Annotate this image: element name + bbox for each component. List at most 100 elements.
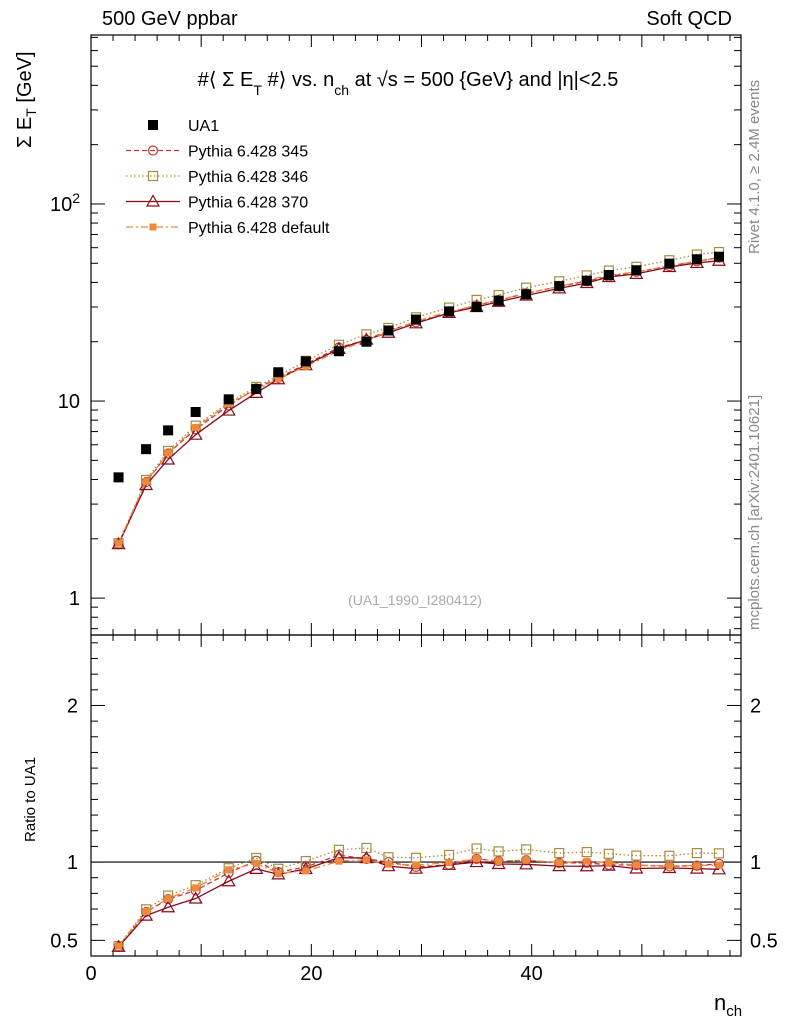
- data-point-data: [300, 356, 311, 367]
- title-sub-1: T: [253, 82, 262, 98]
- data-point-data: [223, 394, 234, 405]
- ratio-point-pythia370: [188, 891, 203, 904]
- data-point-data: [521, 289, 532, 300]
- data-point-data: [361, 336, 372, 347]
- ratio-point-pythia370: [221, 874, 236, 887]
- ratio-line-default: [118, 858, 719, 947]
- legend-label-pythia346: Pythia 6.428 346: [188, 169, 308, 186]
- y-tick-label: 1: [69, 588, 80, 610]
- legend-marker-pythia345: [147, 145, 159, 156]
- ratio-point-default: [192, 884, 200, 892]
- ratio-axis-label: Ratio to UA1: [22, 756, 39, 842]
- y-axis-label: Σ ET [GeV]: [14, 51, 39, 148]
- ratio-point-default: [225, 866, 233, 874]
- data-point-data: [251, 384, 262, 395]
- ratio-point-default: [274, 869, 282, 877]
- legend-label-data: UA1: [188, 118, 219, 135]
- x-axis-label: nch: [714, 990, 742, 1020]
- series-line-default: [117, 257, 720, 544]
- legend-marker-pythia346: [147, 170, 159, 182]
- ratio-point-pythia346: [581, 846, 592, 858]
- series-default: [115, 254, 723, 547]
- data-point-data: [163, 425, 174, 436]
- ratio-point-pythia346: [691, 847, 703, 859]
- ratio-point-default: [555, 858, 563, 866]
- data-point-default: [115, 539, 123, 547]
- data-point-data: [713, 251, 724, 262]
- legend-label-pythia370: Pythia 6.428 370: [188, 195, 308, 212]
- ratio-point-default: [142, 907, 150, 915]
- data-point-default: [274, 375, 282, 383]
- legend-label-default: Pythia 6.428 default: [188, 220, 330, 237]
- ratio-series-default: [115, 855, 723, 950]
- ratio-point-pythia346: [471, 843, 482, 854]
- data-point-default: [164, 449, 172, 457]
- legend-label-pythia345: Pythia 6.428 345: [188, 144, 308, 161]
- ratio-point-pythia346: [554, 847, 565, 859]
- data-point-data: [554, 281, 565, 292]
- x-tick-label: 0: [85, 963, 96, 985]
- ratio-point-default: [632, 861, 640, 869]
- ratio-frame: [90, 634, 742, 957]
- ratio-point-pythia346: [410, 852, 422, 863]
- ratio-point-default: [495, 857, 503, 865]
- ratio-line-pythia370: [118, 857, 719, 948]
- ratio-point-default: [412, 861, 420, 869]
- ratio-tick-label: 1: [67, 852, 78, 874]
- legend: UA1 Pythia 6.428 345 Pythia 6.428 346 Pythi…: [126, 118, 330, 237]
- ratio-point-pythia370: [579, 859, 594, 872]
- ratio-tick-label-right: 1: [750, 852, 761, 874]
- series-line-pythia370: [117, 260, 720, 545]
- data-point-data: [664, 258, 675, 269]
- series-pythia370: [111, 253, 727, 550]
- main-plot: 1 10 102: [50, 34, 742, 956]
- ratio-tick-label: 0.5: [50, 930, 78, 952]
- ratio-point-default: [384, 860, 392, 868]
- ratio-point-pythia370: [711, 862, 727, 875]
- data-point-data: [493, 295, 504, 306]
- data-point-data: [333, 346, 344, 357]
- ratio-point-pythia370: [161, 900, 176, 913]
- data-point-data: [581, 275, 592, 286]
- mcplots-label: mcplots.cern.ch [arXiv:2401.10621]: [746, 394, 763, 630]
- legend-marker-data: [148, 120, 158, 130]
- data-point-data: [141, 444, 152, 455]
- chart-title: #⟨ Σ ET #⟩ vs. nch at √s = 500 {GeV} and…: [198, 69, 619, 98]
- ratio-point-default: [115, 942, 123, 950]
- ratio-point-default: [693, 862, 701, 870]
- data-point-pythia370: [221, 403, 236, 416]
- ratio-point-default: [522, 856, 530, 864]
- ratio-point-pythia346: [521, 844, 532, 855]
- ratio-point-pythia370: [249, 861, 264, 874]
- ratio-point-pythia346: [664, 850, 675, 861]
- data-point-data: [631, 265, 642, 276]
- data-point-data: [190, 406, 201, 417]
- ratio-tick-label-right: 0.5: [750, 930, 778, 952]
- ratio-point-default: [583, 857, 591, 865]
- series-data: [113, 251, 724, 483]
- data-point-data: [444, 306, 455, 317]
- ratio-point-default: [164, 894, 172, 902]
- data-point-data: [471, 302, 482, 313]
- data-point-data: [603, 270, 614, 281]
- data-point-data: [411, 314, 421, 325]
- title-sub-2: ch: [334, 82, 349, 98]
- ratio-point-default: [302, 867, 310, 875]
- ratio-series-pythia346: [113, 842, 725, 952]
- data-point-pythia370: [161, 452, 176, 465]
- header-left: 500 GeV ppbar: [102, 8, 238, 30]
- data-point-data: [273, 367, 284, 378]
- ratio-point-default: [605, 858, 613, 866]
- svg-text:#⟨ Σ ET #⟩ vs. nch at √s = 500: #⟨ Σ ET #⟩ vs. nch at √s = 500 {GeV} and…: [198, 69, 619, 98]
- series-pythia346: [113, 246, 725, 549]
- title-part-1: #⟨ Σ E: [198, 69, 254, 91]
- ratio-point-pythia346: [631, 850, 642, 861]
- ratio-point-default: [362, 856, 370, 864]
- x-tick-label: 20: [300, 963, 322, 985]
- series-line-pythia345: [117, 257, 720, 545]
- ratio-tick-label-right: 2: [750, 695, 761, 717]
- data-point-default: [192, 423, 200, 431]
- y-tick-label: 102: [50, 190, 80, 216]
- ratio-point-default: [335, 857, 343, 865]
